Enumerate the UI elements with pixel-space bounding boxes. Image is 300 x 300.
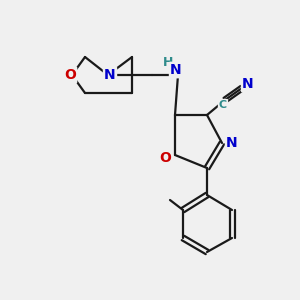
Text: O: O — [159, 151, 171, 165]
Text: O: O — [64, 68, 76, 82]
Text: N: N — [242, 77, 254, 91]
Text: N: N — [104, 68, 116, 82]
Text: C: C — [219, 100, 227, 110]
Text: N: N — [170, 63, 182, 77]
Text: N: N — [226, 136, 238, 150]
Text: H: H — [163, 56, 173, 70]
